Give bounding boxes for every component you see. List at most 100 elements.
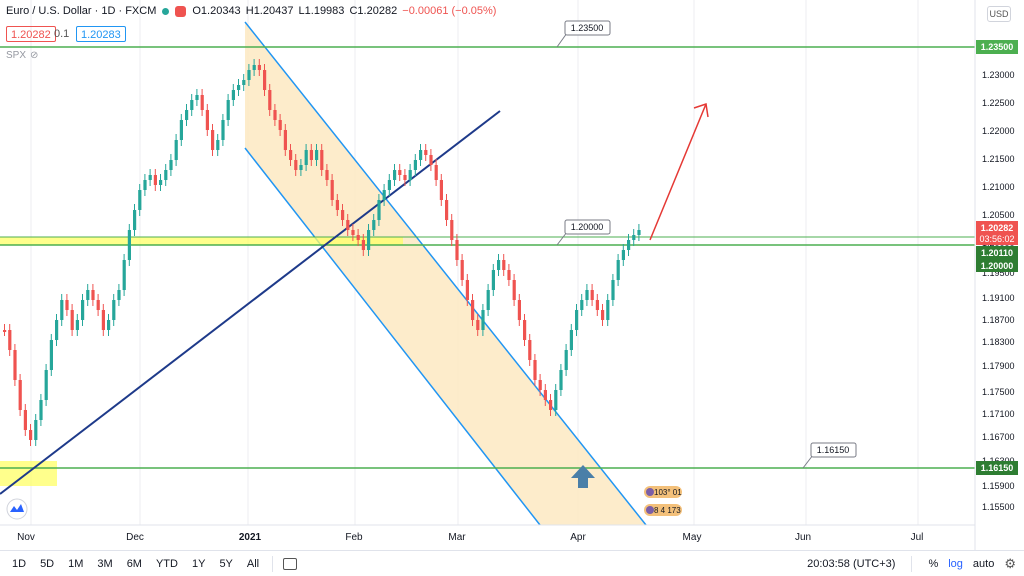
price-tick-label: 1.21500 xyxy=(982,154,1015,164)
candle-body xyxy=(252,65,256,70)
candle-body xyxy=(185,110,189,120)
range-button-1m[interactable]: 1M xyxy=(68,557,84,570)
candle-body xyxy=(486,290,490,310)
label-1.20110: 1.20110 xyxy=(981,248,1013,258)
candle-body xyxy=(18,380,22,410)
range-button-all[interactable]: All xyxy=(246,557,260,570)
candle-body xyxy=(315,150,319,160)
candle-body xyxy=(351,230,355,235)
symbol-title[interactable]: Euro / U.S. Dollar · 1D · FXCM xyxy=(6,5,157,17)
price-axis-labels: 1.23500 1.20282 03:56:02 1.20110 1.20000… xyxy=(976,40,1018,475)
candle-body xyxy=(554,390,558,410)
chart-header: Euro / U.S. Dollar · 1D · FXCM O1.20343 … xyxy=(6,5,498,17)
range-button-5d[interactable]: 5D xyxy=(40,557,55,570)
buy-button[interactable]: 1.20283 xyxy=(76,26,126,42)
currency-button[interactable]: USD xyxy=(987,6,1011,22)
candle-body xyxy=(34,420,38,440)
calendar-icon[interactable] xyxy=(283,557,298,570)
price-tick-label: 1.17100 xyxy=(982,409,1015,419)
eye-crossed-icon[interactable]: ⊘ xyxy=(30,50,39,61)
candle-body xyxy=(471,300,475,320)
candle-body xyxy=(590,290,594,300)
candle-body xyxy=(55,320,59,340)
bottom-toolbar: 1D 5D 1M 3M 6M YTD 1Y 5Y All 20:03:58 (UTC+3) % … xyxy=(0,550,1024,576)
trend-line[interactable] xyxy=(0,110,501,495)
candle-body xyxy=(393,170,397,180)
candle-body xyxy=(632,235,636,240)
support-zone-low[interactable] xyxy=(0,461,57,486)
price-axis[interactable] xyxy=(975,0,1024,550)
candle-body xyxy=(221,120,225,140)
candle-body xyxy=(429,155,433,165)
range-button-3m[interactable]: 3M xyxy=(97,557,113,570)
range-button-6m[interactable]: 6M xyxy=(126,557,142,570)
market-status-icon xyxy=(162,7,170,15)
candle-body xyxy=(273,110,277,120)
candle-body xyxy=(200,95,204,110)
indicator-toggle-icon[interactable] xyxy=(175,5,187,17)
range-button-5y[interactable]: 5Y xyxy=(219,557,233,570)
candle-body xyxy=(611,280,615,300)
log-toggle[interactable]: log xyxy=(948,557,963,570)
tradingview-logo-icon[interactable] xyxy=(6,498,28,520)
candle-body xyxy=(341,210,345,220)
event-markers[interactable]: 103° 01 8 4 173 xyxy=(644,486,682,516)
candle-body xyxy=(455,240,459,260)
settings-gear-icon[interactable]: ⚙ xyxy=(1004,555,1016,571)
spx-label: SPX xyxy=(6,50,27,61)
price-tick-label: 1.18700 xyxy=(982,315,1015,325)
candle-body xyxy=(231,90,235,100)
channel-top-line[interactable] xyxy=(244,21,647,526)
candle-body xyxy=(60,300,64,320)
compare-symbol[interactable]: SPX ⊘ xyxy=(6,50,38,61)
callout-label: 1.23500 xyxy=(571,23,604,33)
price-tick-label: 1.19100 xyxy=(982,293,1015,303)
candle-body xyxy=(512,280,516,300)
candle-body xyxy=(39,400,43,420)
channel-bottom-line[interactable] xyxy=(244,147,541,526)
candle-body xyxy=(283,130,287,150)
range-buttons: 1D 5D 1M 3M 6M YTD 1Y 5Y All xyxy=(0,558,266,570)
forecast-arrow[interactable] xyxy=(649,103,709,241)
candle-body xyxy=(606,300,610,320)
candle-body xyxy=(543,390,547,400)
candle-body xyxy=(13,350,17,380)
event-text-1: 103° 01 xyxy=(654,488,682,497)
candle-body xyxy=(122,260,126,290)
candle-body xyxy=(138,190,142,210)
callout-1.23500[interactable]: 1.23500 xyxy=(556,20,611,48)
candle-body xyxy=(49,340,53,370)
candle-body xyxy=(419,150,423,160)
candle-body xyxy=(413,160,417,170)
candlesticks xyxy=(3,59,641,446)
time-axis-label: Jul xyxy=(911,532,924,543)
candle-body xyxy=(528,340,532,360)
candle-body xyxy=(335,200,339,210)
time-axis-label: 2021 xyxy=(239,532,262,543)
price-tick-label: 1.22000 xyxy=(982,126,1015,136)
candle-body xyxy=(580,300,584,310)
auto-toggle[interactable]: auto xyxy=(972,557,995,570)
candle-body xyxy=(96,300,100,310)
time-axis[interactable]: Nov Dec 2021 Feb Mar Apr May Jun Jul xyxy=(17,532,923,543)
candle-body xyxy=(398,170,402,175)
sell-button[interactable]: 1.20282 xyxy=(6,26,56,42)
callout-1.20000[interactable]: 1.20000 xyxy=(556,219,611,246)
candle-body xyxy=(216,140,220,150)
callout-1.16150[interactable]: 1.16150 xyxy=(802,442,857,469)
candle-body xyxy=(263,70,267,90)
clock-time[interactable]: 20:03:58 (UTC+3) xyxy=(807,557,896,570)
range-button-ytd[interactable]: YTD xyxy=(155,557,178,570)
candle-body xyxy=(320,150,324,170)
candle-body xyxy=(616,260,620,280)
support-zone-mid[interactable] xyxy=(0,237,403,245)
candle-body xyxy=(304,150,308,165)
range-button-1d[interactable]: 1D xyxy=(12,557,27,570)
candle-body xyxy=(601,310,605,320)
candle-body xyxy=(75,320,79,330)
candle-body xyxy=(445,200,449,220)
candle-body xyxy=(403,175,407,180)
range-button-1y[interactable]: 1Y xyxy=(191,557,206,570)
percent-toggle[interactable]: % xyxy=(928,557,939,570)
